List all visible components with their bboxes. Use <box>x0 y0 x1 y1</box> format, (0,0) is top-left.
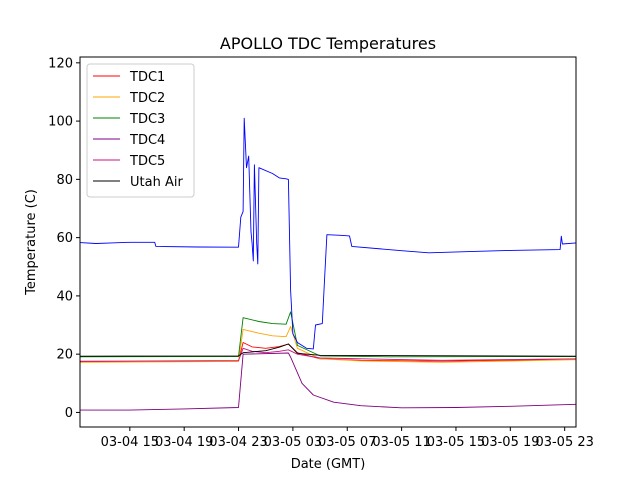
x-tick-label: 03-05 03 <box>264 435 322 450</box>
y-axis-label: Temperature (C) <box>24 189 39 296</box>
y-tick-label: 20 <box>56 348 73 363</box>
series-layer <box>79 117 577 411</box>
y-tick-label: 0 <box>65 406 73 421</box>
x-tick-label: 03-05 19 <box>481 435 539 450</box>
chart-title: APOLLO TDC Temperatures <box>220 34 436 53</box>
series-line-tdc4 <box>80 352 577 411</box>
series-line-unlabeled-6 <box>79 117 577 350</box>
series-line-tdc2 <box>79 326 577 363</box>
x-tick-label: 03-05 23 <box>535 435 593 450</box>
legend-label-utah-air: Utah Air <box>130 175 183 190</box>
y-tick-label: 60 <box>56 231 73 246</box>
x-tick-label: 03-04 23 <box>209 435 267 450</box>
y-tick-label: 120 <box>48 56 73 71</box>
legend-label-tdc1: TDC1 <box>129 70 165 85</box>
x-axis-label: Date (GMT) <box>291 457 366 472</box>
series-line-tdc3 <box>79 311 577 358</box>
legend-label-tdc4: TDC4 <box>129 133 165 148</box>
series-line-tdc5 <box>79 347 577 362</box>
y-tick-label: 80 <box>56 173 73 188</box>
x-tick-label: 03-04 19 <box>155 435 213 450</box>
legend: TDC1 TDC2 TDC3 TDC4 TDC5 Utah Air <box>86 63 195 198</box>
x-tick-label: 03-05 15 <box>427 435 485 450</box>
y-tick-label: 100 <box>48 115 73 130</box>
legend-label-tdc5: TDC5 <box>129 154 165 169</box>
x-tick-label: 03-05 07 <box>318 435 376 450</box>
legend-label-tdc2: TDC2 <box>129 91 165 106</box>
legend-label-tdc3: TDC3 <box>129 112 165 127</box>
x-tick-label: 03-04 15 <box>101 435 159 450</box>
plot-frame <box>79 56 577 428</box>
y-tick-label: 40 <box>56 289 73 304</box>
x-tick-label: 03-05 11 <box>372 435 430 450</box>
series-line-utah-air <box>79 343 577 357</box>
